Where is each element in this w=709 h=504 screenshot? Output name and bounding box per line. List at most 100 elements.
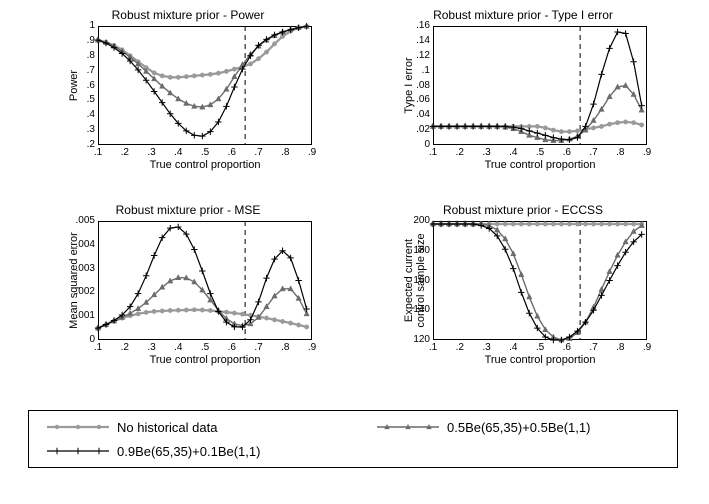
legend-swatch-icon bbox=[47, 441, 109, 461]
series-marker bbox=[559, 222, 563, 226]
series-line-mix05 bbox=[98, 26, 307, 107]
series-marker bbox=[614, 262, 620, 268]
series-marker bbox=[255, 299, 261, 305]
series-marker bbox=[216, 71, 220, 75]
series-marker bbox=[192, 74, 196, 78]
series-marker bbox=[622, 30, 628, 36]
series-marker bbox=[272, 42, 276, 46]
series-marker bbox=[631, 222, 635, 226]
panel-mse: Robust mixture prior - MSE.1.2.3.4.5.6.7… bbox=[58, 203, 318, 368]
series-marker bbox=[160, 309, 164, 313]
series-marker bbox=[575, 222, 579, 226]
series-marker bbox=[623, 120, 627, 124]
series-marker bbox=[607, 222, 611, 226]
series-marker bbox=[543, 126, 547, 130]
series-marker bbox=[231, 84, 237, 90]
legend-item-no_hist: No historical data bbox=[47, 417, 217, 437]
series-marker bbox=[590, 101, 596, 107]
series-marker bbox=[535, 124, 539, 128]
panel-power: Robust mixture prior - Power.1.2.3.4.5.6… bbox=[58, 8, 318, 173]
panel-eccss: Robust mixture prior - ECCSS.1.2.3.4.5.6… bbox=[393, 203, 653, 368]
series-marker bbox=[295, 277, 301, 283]
series-marker bbox=[151, 252, 157, 258]
series-marker bbox=[304, 325, 308, 329]
series-marker bbox=[224, 310, 228, 314]
series-marker bbox=[527, 222, 531, 226]
series-marker bbox=[288, 321, 292, 325]
series-marker bbox=[599, 124, 603, 128]
series-marker bbox=[223, 103, 229, 109]
series-marker bbox=[232, 311, 236, 315]
series-marker bbox=[264, 50, 268, 54]
legend-label: 0.9Be(65,35)+0.1Be(1,1) bbox=[117, 444, 260, 459]
panel-t1e: Robust mixture prior - Type I error.1.2.… bbox=[393, 8, 653, 173]
series-marker bbox=[510, 265, 516, 271]
series-marker bbox=[176, 308, 180, 312]
series-marker bbox=[208, 72, 212, 76]
plot-svg bbox=[393, 8, 653, 173]
series-marker bbox=[264, 316, 268, 320]
series-marker bbox=[208, 308, 212, 312]
series-marker bbox=[280, 319, 284, 323]
series-marker bbox=[232, 67, 236, 71]
series-marker bbox=[518, 289, 524, 295]
series-marker bbox=[184, 74, 188, 78]
series-marker bbox=[623, 83, 628, 88]
series-marker bbox=[224, 69, 228, 73]
series-marker bbox=[495, 222, 499, 226]
series-marker bbox=[631, 120, 635, 124]
series-marker bbox=[511, 222, 515, 226]
series-marker bbox=[168, 308, 172, 312]
series-marker bbox=[152, 309, 156, 313]
series-marker bbox=[303, 306, 309, 312]
series-marker bbox=[168, 75, 172, 79]
series-marker bbox=[607, 269, 612, 274]
series-marker bbox=[591, 126, 595, 130]
legend-item-mix09: 0.9Be(65,35)+0.1Be(1,1) bbox=[47, 441, 260, 461]
series-marker bbox=[176, 75, 180, 79]
series-marker bbox=[256, 57, 260, 61]
series-marker bbox=[527, 294, 532, 299]
series-marker bbox=[191, 246, 197, 252]
series-marker bbox=[207, 290, 213, 296]
series-marker bbox=[519, 272, 524, 277]
series-marker bbox=[639, 123, 643, 127]
series-marker bbox=[199, 268, 205, 274]
series-marker bbox=[184, 308, 188, 312]
series-marker bbox=[551, 128, 555, 132]
plot-svg bbox=[393, 203, 653, 368]
series-marker bbox=[199, 133, 205, 139]
series-marker bbox=[615, 222, 619, 226]
series-marker bbox=[143, 273, 149, 279]
series-marker bbox=[535, 222, 539, 226]
legend-item-mix05: 0.5Be(65,35)+0.5Be(1,1) bbox=[377, 417, 590, 437]
series-marker bbox=[144, 310, 148, 314]
series-marker bbox=[526, 310, 532, 316]
series-marker bbox=[599, 222, 603, 226]
series-marker bbox=[567, 222, 571, 226]
series-marker bbox=[152, 71, 156, 75]
series-marker bbox=[200, 73, 204, 77]
plot-svg bbox=[58, 203, 318, 368]
series-marker bbox=[192, 308, 196, 312]
series-marker bbox=[240, 312, 244, 316]
series-marker bbox=[160, 74, 164, 78]
series-marker bbox=[598, 71, 604, 77]
series-line-mix05 bbox=[433, 224, 642, 340]
series-marker bbox=[630, 59, 636, 65]
series-marker bbox=[567, 129, 571, 133]
series-marker bbox=[191, 132, 197, 138]
series-marker bbox=[543, 222, 547, 226]
series-marker bbox=[272, 318, 276, 322]
series-marker bbox=[248, 62, 252, 66]
series-marker bbox=[606, 277, 612, 283]
series-marker bbox=[614, 29, 620, 35]
legend-swatch-icon bbox=[47, 417, 109, 437]
series-marker bbox=[200, 308, 204, 312]
series-marker bbox=[542, 132, 548, 138]
series-marker bbox=[296, 323, 300, 327]
series-marker bbox=[559, 129, 563, 133]
legend-box: No historical data 0.5Be(65,35)+0.5Be(1,1… bbox=[28, 410, 678, 468]
legend-label: No historical data bbox=[117, 420, 217, 435]
series-marker bbox=[135, 290, 141, 296]
